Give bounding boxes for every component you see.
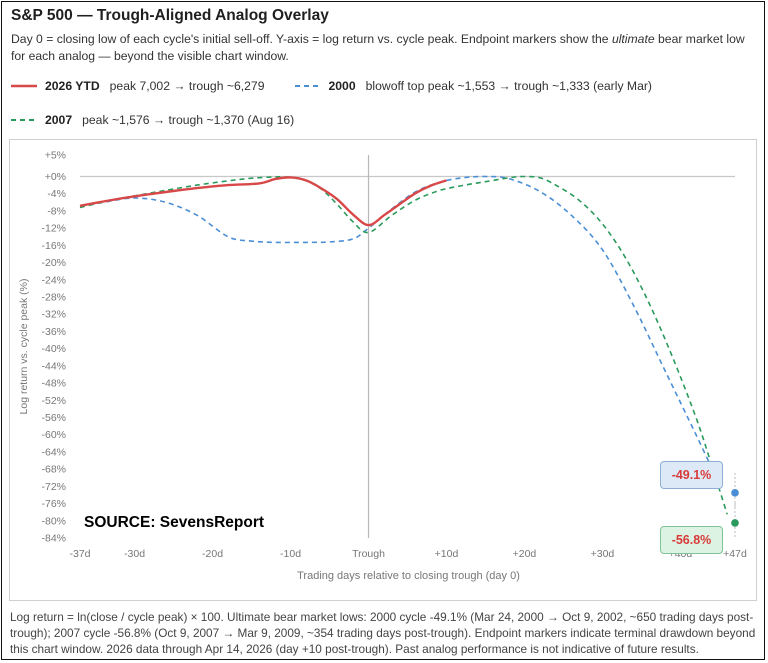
y-tick-label: -60% [41,429,66,441]
subtitle-text-emphasis: ultimate [611,32,655,46]
y-tick-label: -40% [41,343,66,355]
y-tick-label: -4% [47,188,66,200]
legend-desc-2007: peak ~1,576 → trough ~1,370 (Aug 16) [82,113,295,127]
y-tick-label: -52% [41,395,66,407]
source-box: SOURCE: SevensReport [76,511,357,537]
x-tick-label: +20d [513,548,537,560]
x-tick-label: +10d [435,548,459,560]
y-tick-label: -76% [41,498,66,510]
y-tick-label: +5% [45,150,66,162]
legend-desc-2000: blowoff top peak ~1,553 → trough ~1,333 … [365,79,652,93]
legend-year-2026: 2026 YTD [45,79,100,93]
y-tick-label: -80% [41,515,66,527]
y-axis-title: Log return vs. cycle peak (%) [18,279,30,415]
chart-title: S&P 500 — Trough-Aligned Analog Overlay [11,7,329,24]
y-tick-label: -32% [41,309,66,321]
y-tick-label: -48% [41,378,66,390]
y-tick-label: -68% [41,464,66,476]
y-tick-label: -20% [41,257,66,269]
endpoint-badge-2007: -56.8% [660,526,723,554]
endpoint-marker-2000 [731,489,739,497]
y-tick-label: -64% [41,446,66,458]
series-line-2026-ytd [79,176,447,227]
y-tick-label: -24% [41,274,66,286]
legend-swatch-2026 [11,84,37,88]
y-tick-label: +0% [45,171,66,183]
series-line-2007 [79,175,728,515]
x-tick-label: +30d [591,548,615,560]
legend-item-2000: 2000 blowoff top peak ~1,553 → trough ~1… [294,79,652,93]
y-tick-label: -36% [41,326,66,338]
endpoint-badge-2000: -49.1% [660,461,723,489]
y-tick-label: -28% [41,292,66,304]
legend-year-2007: 2007 [45,113,73,127]
x-tick-label: -37d [69,548,90,560]
y-tick-label: -12% [41,223,66,235]
chart-subtitle: Day 0 = closing low of each cycle's init… [11,31,756,65]
legend-row-2: 2007 peak ~1,576 → trough ~1,370 (Aug 16… [11,113,312,127]
y-tick-label: -16% [41,240,66,252]
y-tick-label: -56% [41,412,66,424]
y-tick-label: -44% [41,360,66,372]
series-line-2000 [79,175,721,485]
source-label: SOURCE: SevensReport [84,514,265,531]
legend-swatch-2000 [294,85,321,87]
legend-item-2026: 2026 YTD peak 7,002 → trough ~6,279 [11,79,265,93]
legend-swatch-2007 [11,119,37,121]
x-tick-label: +47d [723,548,747,560]
x-tick-label: -20d [202,548,223,560]
legend-desc-2026: peak 7,002 → trough ~6,279 [109,79,265,93]
y-tick-label: -8% [47,205,66,217]
legend-row-1: 2026 YTD peak 7,002 → trough ~6,279 2000… [11,79,670,93]
y-tick-label: -84% [41,533,66,545]
endpoint-marker-2007 [731,519,739,527]
subtitle-text-post: bear market low for each analog — beyond… [11,32,745,63]
legend-item-2007: 2007 peak ~1,576 → trough ~1,370 (Aug 16… [11,113,294,127]
legend-year-2000: 2000 [328,79,356,93]
footnote: Log return = ln(close / cycle peak) × 10… [10,610,756,656]
x-tick-label: -10d [280,548,301,560]
x-axis-title: Trading days relative to closing trough … [297,570,520,582]
subtitle-text-pre: Day 0 = closing low of each cycle's init… [11,32,612,46]
x-tick-label: -30d [124,548,145,560]
y-tick-label: -72% [41,481,66,493]
x-tick-label: Trough [352,548,385,560]
plot-container [9,139,757,601]
